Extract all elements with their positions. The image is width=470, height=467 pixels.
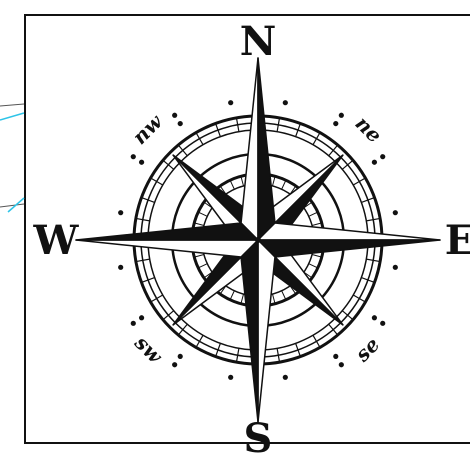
ring-dot xyxy=(338,112,344,118)
tick-mark xyxy=(177,323,188,336)
star-light-half xyxy=(75,239,259,258)
inner-tick-mark xyxy=(281,290,287,301)
inner-tick-mark xyxy=(197,263,208,269)
ring-dot xyxy=(282,374,288,380)
southwest-label: sw xyxy=(129,330,167,368)
inner-tick-mark xyxy=(194,254,205,258)
star-dark-half xyxy=(240,239,259,423)
star-light-half xyxy=(257,239,276,423)
compass-rose xyxy=(75,57,441,423)
north-label: N xyxy=(240,18,277,65)
ring-dot xyxy=(392,264,398,270)
tick-mark xyxy=(328,144,339,157)
inner-tick-mark xyxy=(308,263,319,269)
inner-tick-mark xyxy=(229,179,235,190)
ring-dot xyxy=(177,120,183,127)
star-light-half xyxy=(240,57,259,241)
tick-mark xyxy=(150,177,164,186)
cardinal-star xyxy=(75,57,441,423)
tick-mark xyxy=(312,132,321,146)
tick-mark xyxy=(352,177,366,186)
ring-dot xyxy=(228,374,234,380)
ring-dot xyxy=(371,159,378,165)
inner-tick-mark xyxy=(308,211,319,217)
tick-mark xyxy=(215,123,221,137)
ring-dot xyxy=(392,210,398,216)
northeast-label: ne xyxy=(351,111,387,147)
ring-dot xyxy=(371,315,378,321)
south-label: S xyxy=(244,415,273,462)
ring-dot xyxy=(333,120,339,127)
tick-mark xyxy=(276,117,281,132)
ring-dot xyxy=(172,112,178,118)
tick-mark xyxy=(195,132,204,146)
ring-dot xyxy=(118,210,124,216)
tick-mark xyxy=(195,334,204,348)
star-light-half xyxy=(257,222,441,241)
ring-dot xyxy=(177,353,183,360)
tick-mark xyxy=(215,343,221,357)
tick-mark xyxy=(341,159,354,170)
ring-dot xyxy=(138,159,145,165)
tick-mark xyxy=(150,294,164,303)
ring-dot xyxy=(130,154,136,160)
inner-tick-mark xyxy=(240,293,244,304)
tick-mark xyxy=(361,197,375,203)
tick-mark xyxy=(162,159,175,170)
tick-mark xyxy=(162,310,175,321)
inner-tick-mark xyxy=(229,290,235,301)
star-dark-half xyxy=(75,222,259,241)
inner-tick-mark xyxy=(272,293,276,304)
tick-mark xyxy=(276,348,281,363)
tick-mark xyxy=(135,258,150,263)
ring-dot xyxy=(333,353,339,360)
inner-tick-mark xyxy=(311,222,322,226)
inner-tick-mark xyxy=(272,176,276,187)
tick-mark xyxy=(135,217,150,222)
tick-mark xyxy=(141,277,155,283)
ring-dot xyxy=(118,264,124,270)
inner-tick-mark xyxy=(281,179,287,190)
inner-tick-mark xyxy=(311,254,322,258)
outer-dots xyxy=(118,100,398,380)
southeast-label: se xyxy=(350,332,385,367)
tick-mark xyxy=(177,144,188,157)
star-dark-half xyxy=(257,239,441,258)
tick-mark xyxy=(341,310,354,321)
star-dark-half xyxy=(257,57,276,241)
inner-tick-mark xyxy=(194,222,205,226)
ring-dot xyxy=(282,100,288,106)
inner-tick-mark xyxy=(197,211,208,217)
east-label: E xyxy=(445,217,470,264)
guide-lines xyxy=(0,103,25,213)
inner-tick-mark xyxy=(240,176,244,187)
tick-mark xyxy=(312,334,321,348)
ring-dot xyxy=(228,100,234,106)
ring-dot xyxy=(138,315,145,321)
tick-mark xyxy=(366,258,381,263)
west-label: W xyxy=(33,217,80,264)
ring-dot xyxy=(380,154,386,160)
tick-mark xyxy=(295,343,301,357)
ring-dot xyxy=(172,362,178,368)
tick-mark xyxy=(366,217,381,222)
tick-mark xyxy=(361,277,375,283)
ring-dot xyxy=(130,320,136,326)
tick-mark xyxy=(235,348,240,363)
tick-mark xyxy=(328,323,339,336)
tick-mark xyxy=(141,197,155,203)
tick-mark xyxy=(352,294,366,303)
northwest-label: nw xyxy=(128,109,168,149)
tick-mark xyxy=(235,117,240,132)
intercardinal-star xyxy=(172,154,344,326)
ring-dot xyxy=(380,320,386,326)
ring-dot xyxy=(338,362,344,368)
tick-mark xyxy=(295,123,301,137)
